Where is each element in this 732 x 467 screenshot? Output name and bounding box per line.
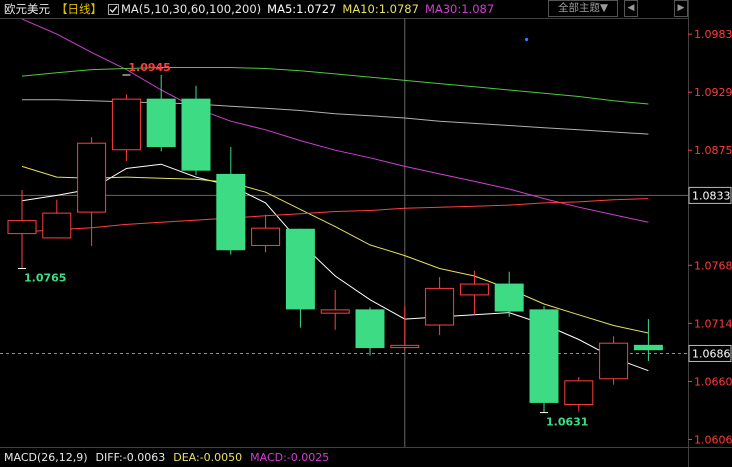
y-tick-label: 1.0875: [694, 144, 732, 157]
symbol-name: 欧元美元: [4, 2, 50, 16]
ma-line-ma10: [21, 165, 649, 334]
macd-label: MACD(26,12,9): [4, 450, 88, 464]
y-tick-label: 1.0768: [694, 259, 732, 272]
y-tick-label: 1.0606: [694, 433, 732, 446]
macd-diff: DIFF:-0.0063: [95, 450, 166, 464]
y-tick-label: 1.0714: [694, 317, 732, 330]
ma30-value: MA30:1.087: [424, 2, 495, 16]
candle-body: [216, 173, 246, 251]
annotation-label: 1.0631: [546, 416, 588, 429]
candle-body: [285, 228, 315, 310]
candle-body: [564, 380, 594, 406]
candle-body: [390, 344, 420, 349]
candle-body: [146, 98, 176, 148]
macd-dea: DEA:-0.0050: [173, 450, 243, 464]
period-label[interactable]: 【日线】: [56, 2, 102, 16]
macd-header: MACD(26,12,9) DIFF:-0.0063 DEA:-0.0050 M…: [4, 449, 337, 465]
chart-header: 欧元美元 【日线】 MA(5,10,30,60,100,200) MA5:1.0…: [4, 0, 500, 18]
candle-body: [494, 283, 524, 312]
candle-body: [633, 344, 663, 351]
price-label-value: 1.0833: [692, 189, 731, 202]
y-tick-label: 1.0929: [694, 86, 732, 99]
price-label-value: 1.0686: [692, 347, 731, 360]
candle-body: [599, 342, 629, 380]
theme-selector-button[interactable]: 全部主题▼: [548, 0, 618, 17]
y-tick-label: 1.0660: [694, 375, 732, 388]
ma10-value: MA10:1.0787: [342, 2, 419, 16]
price-label-box: [688, 186, 732, 204]
ma-line-ma30: [21, 18, 649, 223]
candle-body: [251, 227, 281, 246]
ma-line-ma200: [21, 198, 649, 233]
ma-line-ma60: [21, 67, 649, 105]
y-tick-label: 1.0983: [694, 28, 732, 41]
macd-value: MACD:-0.0025: [250, 450, 330, 464]
ma-config-label[interactable]: MA(5,10,30,60,100,200): [108, 2, 261, 16]
candle-body: [181, 98, 211, 171]
annotation-label: 1.0765: [24, 272, 66, 285]
candle-body: [77, 142, 107, 213]
ma-toggle-icon[interactable]: [108, 3, 119, 15]
candle-body: [459, 283, 489, 296]
candle-body: [42, 212, 72, 239]
candle-body: [425, 287, 455, 326]
nav-right-button[interactable]: ▶: [674, 0, 688, 17]
annotation-label: 1.0945: [128, 61, 170, 74]
price-label-box: [688, 344, 732, 362]
ma5-value: MA5:1.0727: [267, 2, 337, 16]
candle-body: [529, 309, 559, 403]
candle-body: [7, 220, 37, 235]
candle-body: [320, 309, 350, 314]
nav-left-button[interactable]: ◀: [624, 0, 638, 17]
candle-body: [355, 309, 385, 349]
candle-body: [111, 98, 141, 151]
marker-dot: [525, 37, 529, 42]
